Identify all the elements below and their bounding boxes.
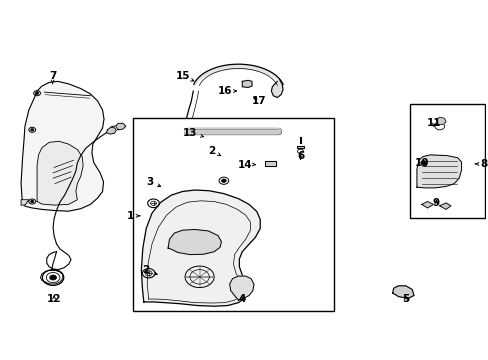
Polygon shape (264, 161, 276, 166)
Text: 2: 2 (208, 145, 220, 156)
Circle shape (50, 275, 57, 280)
Text: 10: 10 (414, 158, 428, 168)
Polygon shape (106, 127, 116, 134)
Polygon shape (435, 117, 445, 125)
Polygon shape (242, 80, 251, 87)
Circle shape (31, 129, 34, 131)
Text: 15: 15 (175, 71, 193, 81)
Text: 2: 2 (142, 265, 157, 275)
Text: 6: 6 (296, 150, 304, 161)
Circle shape (36, 92, 39, 94)
Polygon shape (21, 200, 29, 205)
Polygon shape (21, 81, 104, 211)
Polygon shape (296, 145, 304, 148)
Text: 5: 5 (401, 294, 408, 304)
Text: 17: 17 (251, 96, 266, 106)
Text: 16: 16 (218, 86, 236, 96)
Polygon shape (271, 80, 283, 98)
Text: 9: 9 (432, 198, 439, 208)
Polygon shape (416, 155, 461, 188)
Polygon shape (229, 276, 253, 300)
Bar (409, 104, 484, 218)
Text: 8: 8 (474, 159, 487, 169)
Polygon shape (421, 202, 432, 208)
Circle shape (31, 201, 34, 203)
Bar (132, 118, 333, 311)
Polygon shape (392, 286, 413, 298)
Polygon shape (116, 123, 125, 130)
Text: 4: 4 (238, 294, 245, 304)
Text: 7: 7 (49, 71, 56, 84)
Polygon shape (168, 229, 221, 255)
Text: 11: 11 (426, 118, 440, 128)
Text: 13: 13 (183, 128, 203, 138)
Text: 12: 12 (47, 294, 61, 305)
Circle shape (420, 161, 426, 165)
Text: 3: 3 (146, 177, 160, 187)
Polygon shape (37, 141, 83, 205)
Text: 14: 14 (237, 159, 255, 170)
Polygon shape (141, 190, 260, 306)
Circle shape (221, 179, 226, 183)
Polygon shape (439, 203, 450, 210)
Text: 1: 1 (127, 211, 140, 221)
